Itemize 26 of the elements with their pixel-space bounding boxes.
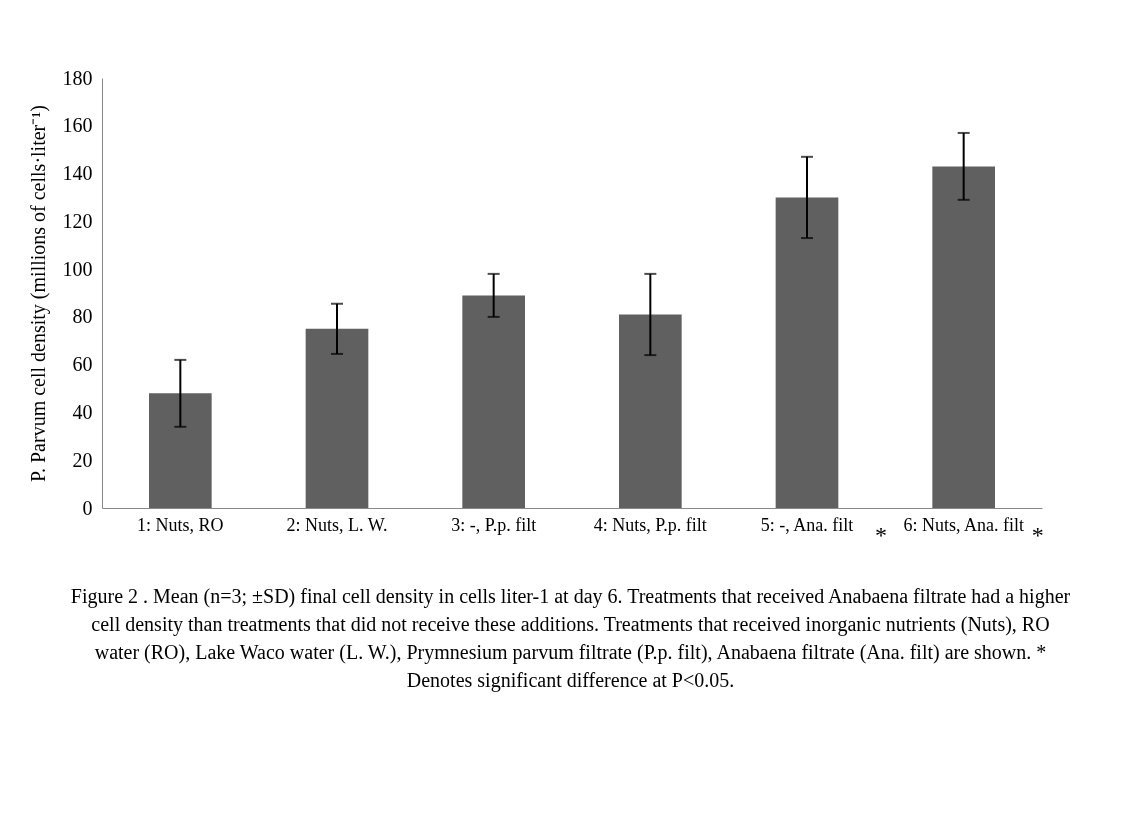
y-axis-title: P. Parvum cell density (millions of cells·liter⁻¹): [26, 105, 50, 482]
y-tick-label: 180: [62, 66, 93, 89]
y-tick-label: 20: [72, 448, 93, 471]
x-tick-label: 2: Nuts, L. W.: [286, 514, 388, 535]
y-tick-label: 140: [62, 162, 93, 185]
bar: [462, 295, 525, 508]
x-tick-label: 3: -, P.p. filt: [451, 514, 537, 535]
bar: [305, 328, 369, 508]
y-tick-label: 60: [72, 353, 93, 376]
y-tick-label: 120: [62, 209, 93, 232]
y-tick-label: 160: [62, 114, 93, 137]
y-tick-label: 40: [72, 400, 93, 423]
text: *: [875, 522, 887, 548]
bar: [619, 314, 682, 508]
x-tick-label: 5: -, Ana. filt: [760, 514, 854, 535]
x-tick-label: 4: Nuts, P.p. filt: [593, 514, 707, 535]
bar: [932, 166, 995, 508]
text: *: [1031, 522, 1044, 548]
caption: Figure 2 . Mean (n=3; ±SD) final cell density in cells liter-1 at day 6. Treatments that received Anabaena filtrate had a higher cell density than treatments that did not receive these additions. Treatments that received inorganic nutrients (Nuts), RO water (RO), Lake Waco water (L. W.), Prymnesium parvum filtrate (P.p. filt), Anabaena filtrate (Ana. filt) are shown. * Denotes significant difference at P<0.05.: [69, 584, 1072, 694]
y-tick-label: 0: [82, 496, 93, 519]
x-tick-label: 6: Nuts, Ana. filt: [903, 514, 1024, 535]
bar: [775, 197, 839, 508]
bar: [149, 393, 212, 508]
x-tick-label: 1: Nuts, RO: [137, 514, 224, 535]
y-tick-label: 100: [62, 257, 93, 280]
y-tick-label: 80: [72, 305, 93, 328]
